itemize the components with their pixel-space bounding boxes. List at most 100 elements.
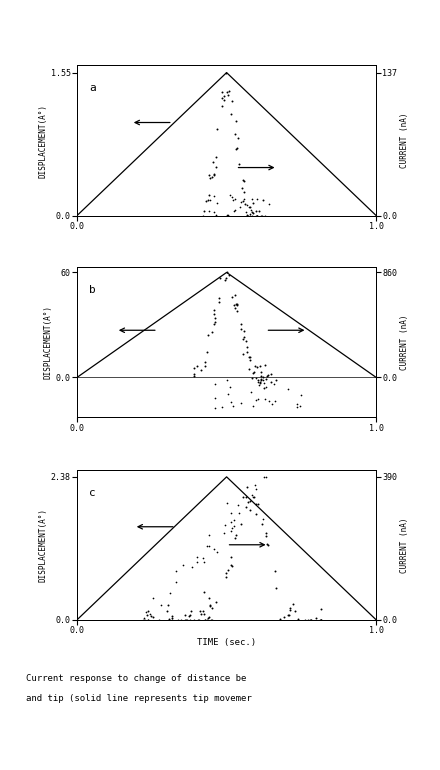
Point <box>142 614 149 626</box>
Point <box>245 201 252 213</box>
Point <box>262 209 269 222</box>
Point <box>307 614 314 626</box>
Point <box>202 195 209 207</box>
Point <box>239 182 246 194</box>
Text: and tip (solid line represents tip movemer: and tip (solid line represents tip movem… <box>26 694 252 703</box>
Point <box>224 85 231 98</box>
Point <box>233 142 240 155</box>
Point <box>293 401 301 413</box>
Point <box>212 378 219 390</box>
Point <box>267 368 274 380</box>
Point <box>257 370 264 383</box>
Point <box>211 543 218 555</box>
Point <box>198 608 205 620</box>
Point <box>214 546 221 558</box>
Point <box>230 400 237 412</box>
Point <box>258 374 265 387</box>
Point <box>180 558 187 571</box>
Point <box>232 529 239 541</box>
Point <box>149 591 156 604</box>
Point <box>261 470 268 483</box>
Point <box>257 209 264 222</box>
Point <box>209 156 216 169</box>
Point <box>166 587 173 599</box>
Point <box>227 525 235 537</box>
Point <box>205 592 213 604</box>
Point <box>216 292 223 304</box>
Point <box>312 612 319 624</box>
Point <box>236 201 243 213</box>
Point <box>194 614 202 626</box>
Point <box>252 508 259 521</box>
Point <box>224 374 231 387</box>
Point <box>224 388 231 400</box>
Y-axis label: DISPLACEMENT(A°): DISPLACEMENT(A°) <box>39 103 48 178</box>
Point <box>252 393 259 406</box>
Y-axis label: DISPLACEMENT(A°): DISPLACEMENT(A°) <box>44 305 53 380</box>
Point <box>191 367 198 380</box>
Point <box>248 372 255 384</box>
Point <box>243 209 250 221</box>
Point <box>212 316 219 328</box>
Point <box>271 565 278 578</box>
Point <box>308 614 315 626</box>
Point <box>252 479 259 491</box>
Point <box>246 209 253 222</box>
Point <box>145 614 152 626</box>
Point <box>207 172 214 184</box>
Point <box>183 614 190 626</box>
Point <box>199 605 206 618</box>
Point <box>228 290 235 303</box>
Point <box>145 614 152 626</box>
Point <box>195 614 202 626</box>
Point <box>253 361 260 373</box>
Point <box>211 392 218 404</box>
Point <box>264 369 271 381</box>
Point <box>248 386 255 398</box>
Point <box>317 614 324 626</box>
Point <box>198 363 205 376</box>
Point <box>143 609 150 621</box>
Point <box>248 489 255 501</box>
Point <box>240 195 247 207</box>
Point <box>241 324 248 336</box>
Point <box>231 192 238 205</box>
Point <box>228 561 235 573</box>
Point <box>205 611 212 624</box>
Point <box>245 350 252 363</box>
Point <box>257 377 264 389</box>
Point <box>225 269 232 281</box>
Y-axis label: CURRENT (nA): CURRENT (nA) <box>400 112 409 169</box>
Point <box>253 372 260 384</box>
Point <box>147 608 154 620</box>
Point <box>227 397 234 409</box>
Point <box>246 504 253 517</box>
Point <box>231 290 238 302</box>
Point <box>228 108 235 120</box>
Point <box>242 198 249 210</box>
Point <box>201 556 208 568</box>
Point <box>247 351 254 363</box>
Point <box>210 304 217 316</box>
Point <box>200 552 207 564</box>
Point <box>218 92 225 105</box>
Point <box>219 99 226 112</box>
Point <box>164 605 171 618</box>
Point <box>150 611 157 623</box>
Point <box>237 196 244 208</box>
Point <box>224 209 231 221</box>
Point <box>199 209 206 222</box>
Point <box>235 507 242 520</box>
Point <box>169 614 176 626</box>
Point <box>234 499 241 511</box>
Point <box>251 366 258 378</box>
Point <box>280 611 287 623</box>
Point <box>249 400 257 413</box>
Point <box>217 272 224 284</box>
Point <box>253 209 260 222</box>
Point <box>235 157 242 169</box>
Point <box>260 377 268 390</box>
Point <box>227 381 234 393</box>
Point <box>272 374 279 387</box>
Point <box>169 611 176 624</box>
